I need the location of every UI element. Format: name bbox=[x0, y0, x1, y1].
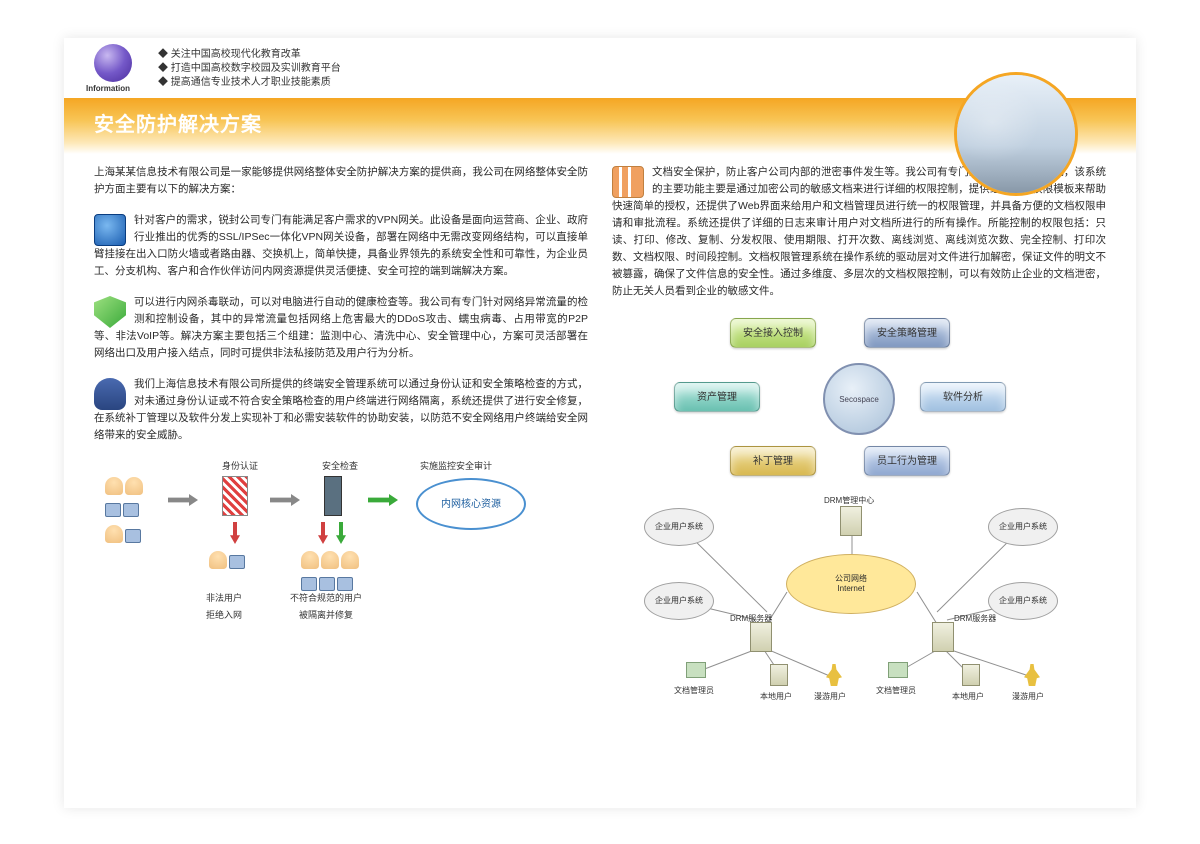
auth-gate-icon bbox=[222, 476, 248, 516]
user-cloud-tr: 企业用户系统 bbox=[988, 508, 1058, 546]
info-label: Information bbox=[86, 84, 130, 93]
term-text: 我们上海信息技术有限公司所提供的终端安全管理系统可以通过身份认证和安全策略检查的… bbox=[94, 378, 588, 441]
hex-node-1: 安全策略管理 bbox=[864, 318, 950, 348]
hex-node-2: 资产管理 bbox=[674, 382, 760, 412]
globe-info-icon bbox=[94, 44, 132, 82]
firewall-icon bbox=[324, 476, 342, 516]
header-bullets: 关注中国高校现代化教育改革 打造中国高校数字校园及实训教育平台 提高通信专业技术… bbox=[158, 48, 341, 90]
bullet-2: 打造中国高校数字校园及实训教育平台 bbox=[158, 62, 341, 76]
core-cloud: 内网核心资源 bbox=[416, 478, 526, 530]
label-monitor: 实施监控安全审计 bbox=[420, 458, 492, 475]
hex-node-5: 员工行为管理 bbox=[864, 446, 950, 476]
drm-srv-label-l: DRM服务器 bbox=[730, 610, 772, 627]
section-antivirus: 可以进行内网杀毒联动，可以对电脑进行自动的健康检查等。我公司有专门针对网络异常流… bbox=[94, 294, 588, 362]
left-column: 上海某某信息技术有限公司是一家能够提供网络整体安全防护解决方案的提供商，我公司在… bbox=[94, 164, 588, 702]
roam-person-r bbox=[1024, 664, 1040, 686]
police-icon bbox=[94, 378, 126, 410]
local-label-r: 本地用户 bbox=[952, 688, 984, 705]
bullet-3: 提高通信专业技术人才职业技能素质 bbox=[158, 76, 341, 90]
user-cloud-ml: 企业用户系统 bbox=[644, 582, 714, 620]
doc-admin-pc-r bbox=[888, 662, 908, 678]
user-cloud-mr: 企业用户系统 bbox=[988, 582, 1058, 620]
bullet-1: 关注中国高校现代化教育改革 bbox=[158, 48, 341, 62]
hex-center: Secospace bbox=[823, 363, 895, 435]
document-icon bbox=[612, 166, 644, 198]
user-cluster bbox=[104, 476, 144, 550]
user-cloud-tl: 企业用户系统 bbox=[644, 508, 714, 546]
globe-icon bbox=[94, 214, 126, 246]
network-topology-diagram: 企业用户系统 DRM管理中心 企业用户系统 公司网络 Internet 企业用户… bbox=[612, 492, 1106, 702]
label-auth: 身份认证 bbox=[222, 458, 258, 475]
arrow-green-icon bbox=[368, 494, 398, 506]
title-banner: 安全防护解决方案 bbox=[64, 98, 1136, 154]
doc-admin-pc-l bbox=[686, 662, 706, 678]
drm-server-right-icon bbox=[932, 622, 954, 652]
label-check: 安全检查 bbox=[322, 458, 358, 475]
section-vpn: 针对客户的需求，锐封公司专门有能满足客户需求的VPN网关。此设备是面向运营商、企… bbox=[94, 212, 588, 280]
content-columns: 上海某某信息技术有限公司是一家能够提供网络整体安全防护解决方案的提供商，我公司在… bbox=[64, 154, 1136, 702]
local-server-l bbox=[770, 664, 788, 686]
drm-srv-label-r: DRM服务器 bbox=[954, 610, 996, 627]
drm-center-server-icon bbox=[840, 506, 862, 536]
arrow-down-red-icon bbox=[318, 522, 328, 544]
arrow-down-green-icon bbox=[336, 522, 346, 544]
right-column: 文档安全保护，防止客户公司内部的泄密事件发生等。我公司有专门的文档安全管理系统，… bbox=[612, 164, 1106, 702]
doc-admin-label-l: 文档管理员 bbox=[674, 682, 714, 699]
av-text: 可以进行内网杀毒联动，可以对电脑进行自动的健康检查等。我公司有专门针对网络异常流… bbox=[94, 296, 588, 359]
page-title: 安全防护解决方案 bbox=[94, 108, 262, 137]
hex-node-3: 软件分析 bbox=[920, 382, 1006, 412]
label-isolate: 不符合规范的用户 被隔离并修复 bbox=[290, 590, 362, 624]
roam-label-r: 漫游用户 bbox=[1012, 688, 1044, 705]
roam-person-l bbox=[826, 664, 842, 686]
brochure-page: Information 关注中国高校现代化教育改革 打造中国高校数字校园及实训教… bbox=[64, 38, 1136, 808]
access-flow-diagram: 身份认证 安全检查 实施监控安全审计 内网核心资源 非法用户 拒绝入网 不 bbox=[94, 458, 588, 628]
shield-icon bbox=[94, 296, 126, 328]
hex-node-4: 补丁管理 bbox=[730, 446, 816, 476]
secospace-diagram: Secospace 安全接入控制 安全策略管理 资产管理 软件分析 补丁管理 员… bbox=[612, 314, 1106, 484]
arrow-down-red-icon bbox=[230, 522, 240, 544]
arrow-icon bbox=[168, 494, 198, 506]
illegal-user bbox=[208, 550, 246, 576]
local-server-r bbox=[962, 664, 980, 686]
intro-text: 上海某某信息技术有限公司是一家能够提供网络整体安全防护解决方案的提供商，我公司在… bbox=[94, 164, 588, 198]
office-photo bbox=[954, 72, 1078, 196]
local-label-l: 本地用户 bbox=[760, 688, 792, 705]
internet-cloud: 公司网络 Internet bbox=[786, 554, 916, 614]
label-illegal: 非法用户 拒绝入网 bbox=[206, 590, 242, 624]
section-terminal: 我们上海信息技术有限公司所提供的终端安全管理系统可以通过身份认证和安全策略检查的… bbox=[94, 376, 588, 444]
arrow-icon bbox=[270, 494, 300, 506]
doc-admin-label-r: 文档管理员 bbox=[876, 682, 916, 699]
roam-label-l: 漫游用户 bbox=[814, 688, 846, 705]
vpn-text: 针对客户的需求，锐封公司专门有能满足客户需求的VPN网关。此设备是面向运营商、企… bbox=[94, 214, 588, 277]
hex-node-0: 安全接入控制 bbox=[730, 318, 816, 348]
